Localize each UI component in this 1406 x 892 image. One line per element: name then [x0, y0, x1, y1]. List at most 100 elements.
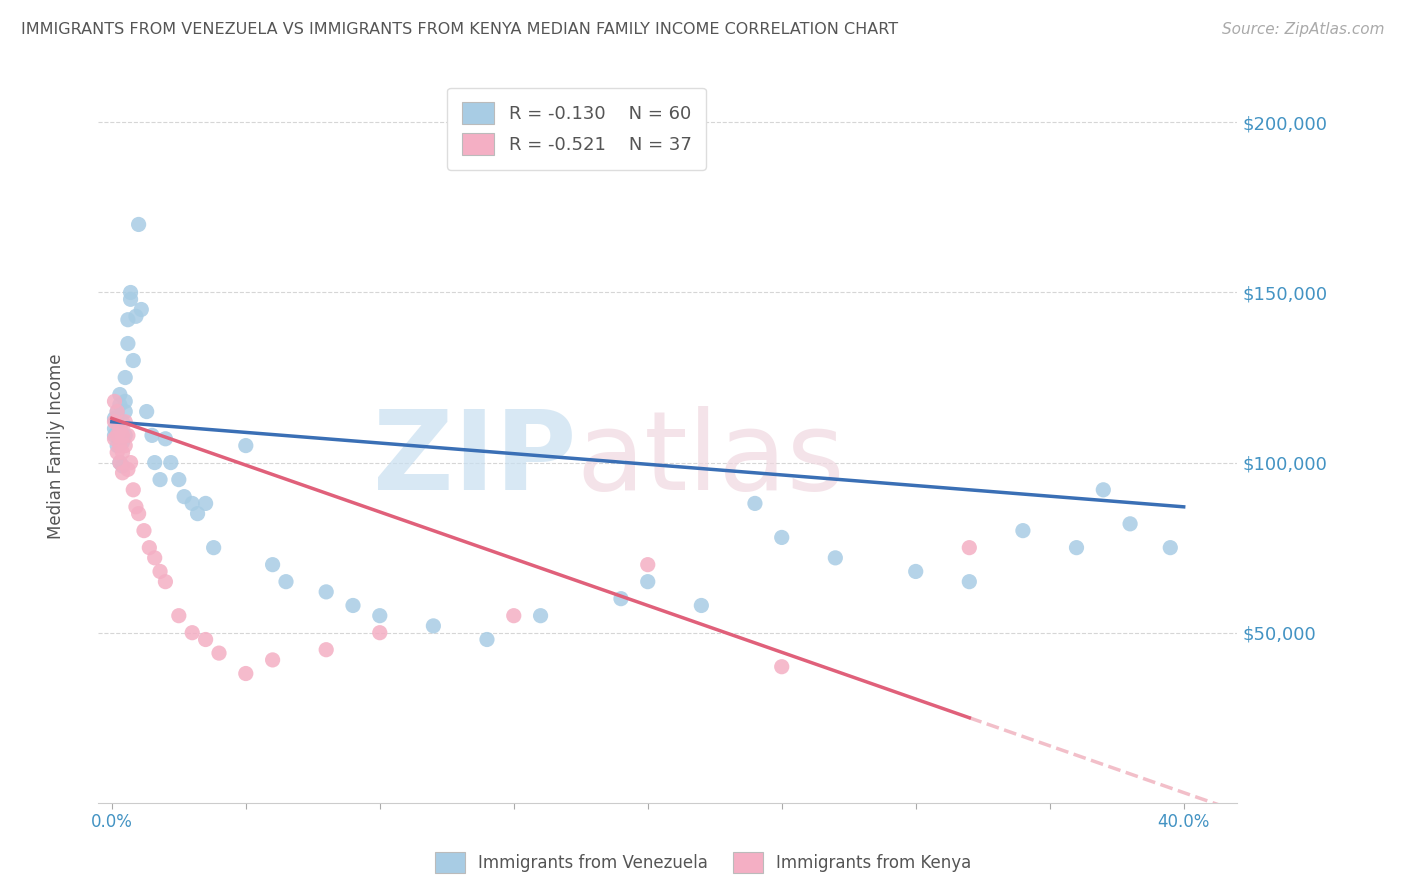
- Point: [208, 646, 231, 660]
- Point: [274, 574, 297, 589]
- Point: [117, 312, 139, 326]
- Point: [502, 608, 524, 623]
- Point: [159, 456, 181, 470]
- Point: [103, 411, 125, 425]
- Point: [108, 439, 131, 453]
- Point: [138, 541, 160, 555]
- Point: [610, 591, 633, 606]
- Point: [114, 415, 136, 429]
- Point: [422, 619, 444, 633]
- Point: [120, 456, 142, 470]
- Point: [167, 608, 190, 623]
- Point: [155, 432, 177, 446]
- Text: IMMIGRANTS FROM VENEZUELA VS IMMIGRANTS FROM KENYA MEDIAN FAMILY INCOME CORRELAT: IMMIGRANTS FROM VENEZUELA VS IMMIGRANTS …: [21, 22, 898, 37]
- Point: [135, 404, 157, 418]
- Legend: Immigrants from Venezuela, Immigrants from Kenya: Immigrants from Venezuela, Immigrants fr…: [427, 846, 979, 880]
- Point: [637, 558, 659, 572]
- Point: [105, 428, 128, 442]
- Point: [111, 445, 134, 459]
- Point: [129, 302, 152, 317]
- Point: [120, 293, 142, 307]
- Point: [235, 666, 257, 681]
- Point: [117, 428, 139, 442]
- Point: [143, 456, 166, 470]
- Point: [111, 415, 134, 429]
- Point: [105, 439, 128, 453]
- Point: [108, 432, 131, 446]
- Point: [105, 445, 128, 459]
- Point: [149, 473, 172, 487]
- Point: [690, 599, 713, 613]
- Point: [1012, 524, 1035, 538]
- Point: [117, 462, 139, 476]
- Point: [173, 490, 195, 504]
- Point: [132, 524, 155, 538]
- Point: [108, 456, 131, 470]
- Point: [529, 608, 551, 623]
- Point: [202, 541, 225, 555]
- Point: [108, 421, 131, 435]
- Point: [108, 387, 131, 401]
- Point: [114, 428, 136, 442]
- Point: [1159, 541, 1181, 555]
- Point: [103, 421, 125, 435]
- Text: Median Family Income: Median Family Income: [48, 353, 65, 539]
- Text: ZIP: ZIP: [374, 406, 576, 513]
- Point: [770, 659, 793, 673]
- Point: [143, 550, 166, 565]
- Point: [103, 415, 125, 429]
- Point: [117, 336, 139, 351]
- Point: [904, 565, 927, 579]
- Point: [108, 456, 131, 470]
- Point: [187, 507, 209, 521]
- Point: [141, 428, 163, 442]
- Point: [111, 428, 134, 442]
- Point: [125, 310, 148, 324]
- Point: [105, 404, 128, 418]
- Point: [342, 599, 364, 613]
- Point: [744, 496, 766, 510]
- Point: [125, 500, 148, 514]
- Point: [824, 550, 846, 565]
- Point: [475, 632, 498, 647]
- Point: [103, 428, 125, 442]
- Point: [1092, 483, 1115, 497]
- Legend: R = -0.130    N = 60, R = -0.521    N = 37: R = -0.130 N = 60, R = -0.521 N = 37: [447, 87, 706, 169]
- Point: [194, 496, 217, 510]
- Point: [105, 404, 128, 418]
- Point: [637, 574, 659, 589]
- Point: [111, 466, 134, 480]
- Point: [149, 565, 172, 579]
- Point: [114, 370, 136, 384]
- Point: [120, 285, 142, 300]
- Point: [111, 435, 134, 450]
- Point: [103, 394, 125, 409]
- Point: [108, 398, 131, 412]
- Point: [181, 496, 204, 510]
- Point: [368, 625, 391, 640]
- Point: [111, 458, 134, 473]
- Point: [315, 642, 337, 657]
- Point: [770, 531, 793, 545]
- Point: [235, 439, 257, 453]
- Point: [114, 439, 136, 453]
- Point: [315, 585, 337, 599]
- Point: [155, 574, 177, 589]
- Point: [957, 541, 980, 555]
- Text: Source: ZipAtlas.com: Source: ZipAtlas.com: [1222, 22, 1385, 37]
- Point: [262, 653, 284, 667]
- Point: [122, 483, 145, 497]
- Point: [1066, 541, 1088, 555]
- Point: [128, 507, 150, 521]
- Point: [103, 432, 125, 446]
- Point: [122, 353, 145, 368]
- Point: [194, 632, 217, 647]
- Point: [114, 394, 136, 409]
- Point: [167, 473, 190, 487]
- Point: [114, 404, 136, 418]
- Point: [957, 574, 980, 589]
- Point: [262, 558, 284, 572]
- Point: [181, 625, 204, 640]
- Point: [1119, 516, 1142, 531]
- Point: [105, 415, 128, 429]
